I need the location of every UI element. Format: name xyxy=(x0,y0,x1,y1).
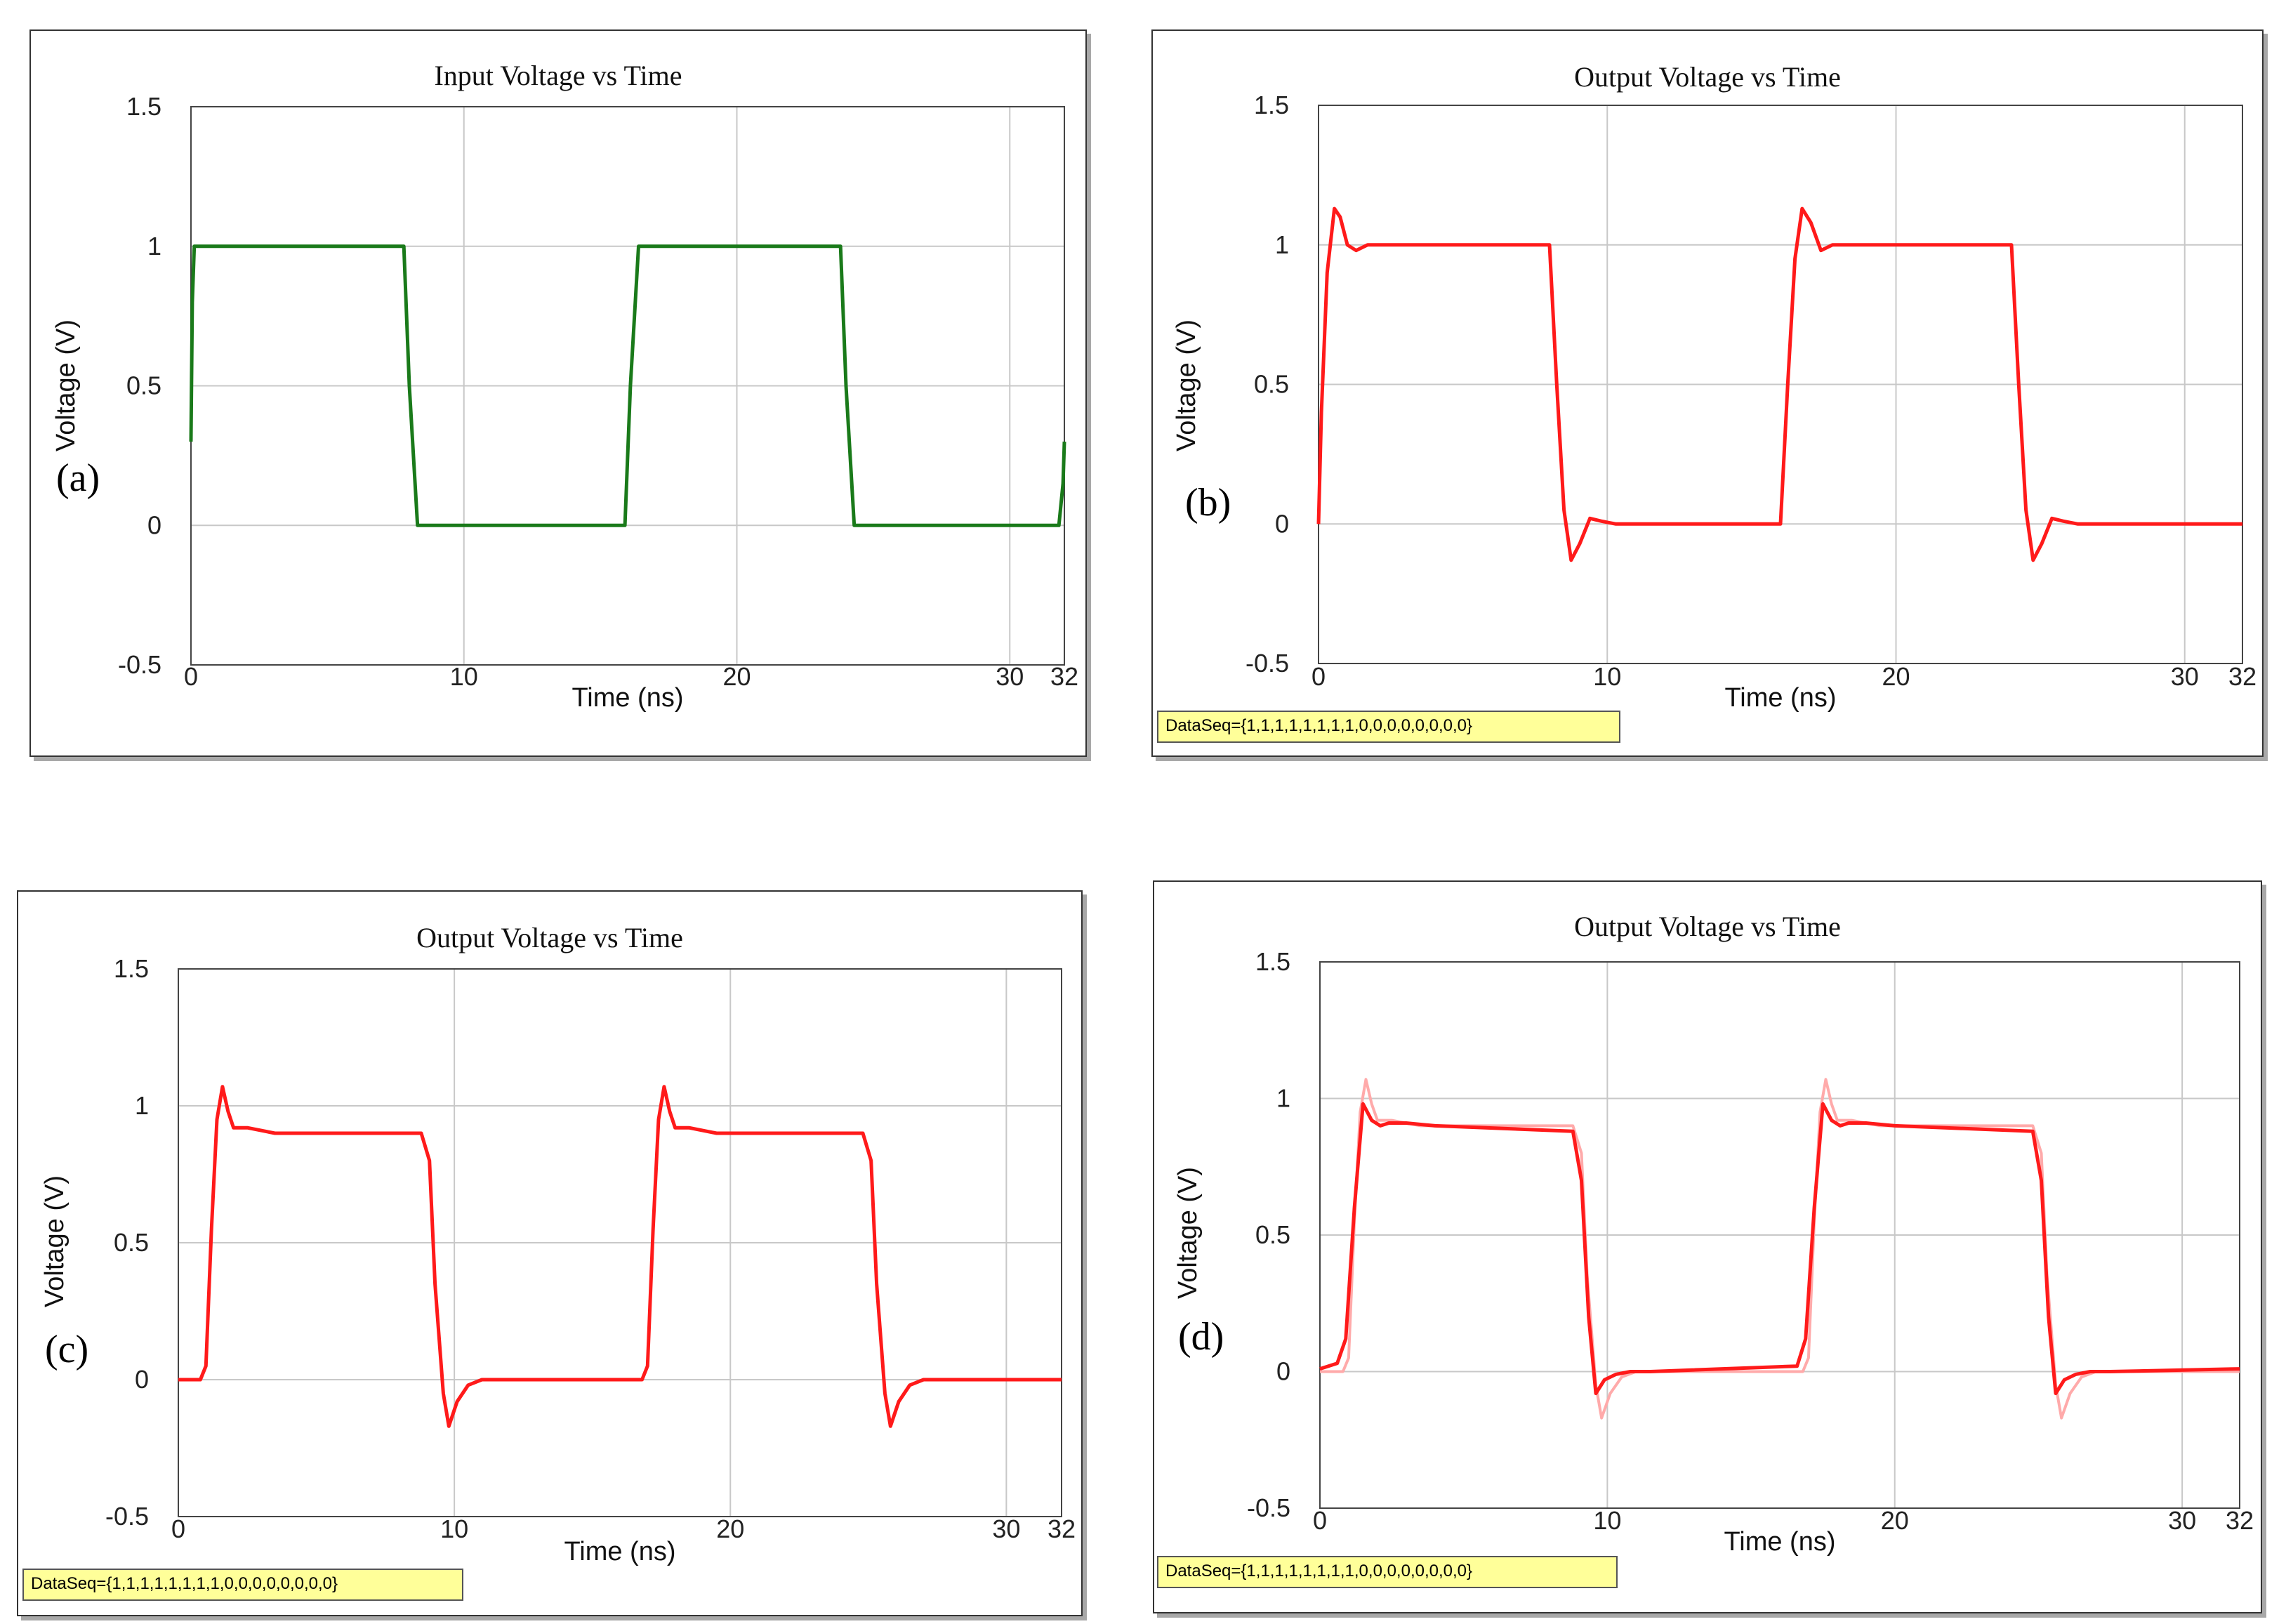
x-axis-label: Time (ns) xyxy=(572,683,683,713)
x-tick-label: 20 xyxy=(716,1514,744,1543)
y-tick-label: 0.5 xyxy=(114,1228,149,1257)
panel-label: (a) xyxy=(56,456,100,500)
x-tick-label: 0 xyxy=(171,1514,185,1543)
x-tick-label: 0 xyxy=(1313,1506,1327,1535)
x-tick-label: 32 xyxy=(1050,662,1078,691)
y-tick-label: 0.5 xyxy=(126,371,161,400)
x-tick-label: 32 xyxy=(2228,662,2257,691)
plot-area xyxy=(1319,961,2240,1509)
panel-a: Input Voltage vs Time 0 10 20 30 32 1.5 1 0.5 0-… xyxy=(29,29,1087,757)
plot-area xyxy=(1318,105,2243,664)
dataseq-annotation: DataSeq={1,1,1,1,1,1,1,1,0,0,0,0,0,0,0,0… xyxy=(1157,1556,1618,1588)
x-tick-label: 30 xyxy=(992,1514,1020,1543)
y-axis-label: Voltage (V) xyxy=(1173,1167,1203,1299)
panel-b: Output Voltage vs Time 0 10 20 30 32 1.5 1 0.5 0… xyxy=(1151,29,2264,757)
y-tick-label: 1.5 xyxy=(1255,947,1290,976)
y-tick-label: -0.5 xyxy=(1247,1493,1290,1522)
panel-label: (c) xyxy=(45,1328,89,1371)
y-tick-label: -0.5 xyxy=(1246,649,1289,678)
x-tick-label: 20 xyxy=(1882,662,1910,691)
panel-label: (b) xyxy=(1185,481,1231,524)
x-tick-label: 10 xyxy=(1593,662,1621,691)
series-line-output xyxy=(178,1085,1062,1428)
x-tick-label: 20 xyxy=(722,662,751,691)
y-tick-label: 0.5 xyxy=(1255,1220,1290,1249)
chart-title: Input Voltage vs Time xyxy=(434,60,682,91)
chart-svg: 0 10 20 30 32 1.5 1 0.5 0 -0.5 Time (ns) Voltage (V… xyxy=(40,954,1076,1566)
series-line-output xyxy=(1319,1102,2240,1396)
y-tick-label: 0 xyxy=(147,510,161,539)
x-tick-label: 32 xyxy=(2226,1506,2254,1535)
x-tick-label: 0 xyxy=(1312,662,1326,691)
x-tick-label: 10 xyxy=(1593,1506,1621,1535)
x-tick-label: 20 xyxy=(1881,1506,1909,1535)
x-tick-label: 32 xyxy=(1048,1514,1076,1543)
panel-c: Output Voltage vs Time 0 10 20 30 32 1.5 1 0.5 0… xyxy=(17,890,1083,1616)
y-tick-label: 1.5 xyxy=(126,92,161,121)
y-axis-label: Voltage (V) xyxy=(1172,319,1201,451)
chart-svg: 0 10 20 30 32 1.5 1 0.5 0 -0.5 Time (ns) Voltage (V… xyxy=(1172,91,2257,713)
x-tick-label: 30 xyxy=(2171,662,2199,691)
y-tick-label: 1 xyxy=(1276,1084,1290,1113)
plot-area xyxy=(178,968,1062,1517)
dataseq-annotation: DataSeq={1,1,1,1,1,1,1,1,0,0,0,0,0,0,0,0… xyxy=(22,1569,463,1601)
series-line-output xyxy=(1316,206,2242,562)
x-tick-label: 30 xyxy=(2168,1506,2196,1535)
x-tick-label: 30 xyxy=(996,662,1024,691)
x-tick-label: 0 xyxy=(184,662,198,691)
chart-title: Output Voltage vs Time xyxy=(1574,911,1841,942)
x-tick-label: 10 xyxy=(440,1514,468,1543)
panel-label: (d) xyxy=(1178,1315,1224,1359)
y-tick-label: 0 xyxy=(135,1365,149,1394)
chart-title: Output Voltage vs Time xyxy=(1574,61,1841,93)
y-tick-label: -0.5 xyxy=(118,650,161,679)
y-tick-label: 1 xyxy=(1275,230,1289,259)
chart-svg: 0 10 20 30 32 1.5 1 0.5 0 -0.5 Time (ns) Voltage (V… xyxy=(1173,947,2254,1557)
series-line-input xyxy=(189,244,1066,527)
y-axis-label: Voltage (V) xyxy=(51,319,81,451)
chart-title: Output Voltage vs Time xyxy=(416,922,683,953)
x-axis-label: Time (ns) xyxy=(1724,1527,1835,1557)
y-tick-label: 0.5 xyxy=(1254,370,1289,399)
x-axis-label: Time (ns) xyxy=(1724,683,1836,713)
y-tick-label: 1 xyxy=(147,232,161,260)
x-axis-label: Time (ns) xyxy=(564,1537,675,1566)
dataseq-annotation: DataSeq={1,1,1,1,1,1,1,1,0,0,0,0,0,0,0,0… xyxy=(1157,711,1620,743)
x-tick-label: 10 xyxy=(450,662,478,691)
y-tick-label: 1.5 xyxy=(1254,91,1289,119)
y-tick-label: 0 xyxy=(1275,509,1289,538)
y-axis-label: Voltage (V) xyxy=(40,1175,70,1307)
panel-d: Output Voltage vs Time 0 10 20 30 32 1.5 1 0.5 0… xyxy=(1153,880,2262,1613)
y-tick-label: -0.5 xyxy=(105,1502,149,1531)
y-tick-label: 0 xyxy=(1276,1357,1290,1386)
y-tick-label: 1 xyxy=(135,1091,149,1120)
y-tick-label: 1.5 xyxy=(114,954,149,983)
chart-svg: 0 10 20 30 32 1.5 1 0.5 0 -0.5 Time (ns) Voltage (V… xyxy=(51,92,1078,713)
